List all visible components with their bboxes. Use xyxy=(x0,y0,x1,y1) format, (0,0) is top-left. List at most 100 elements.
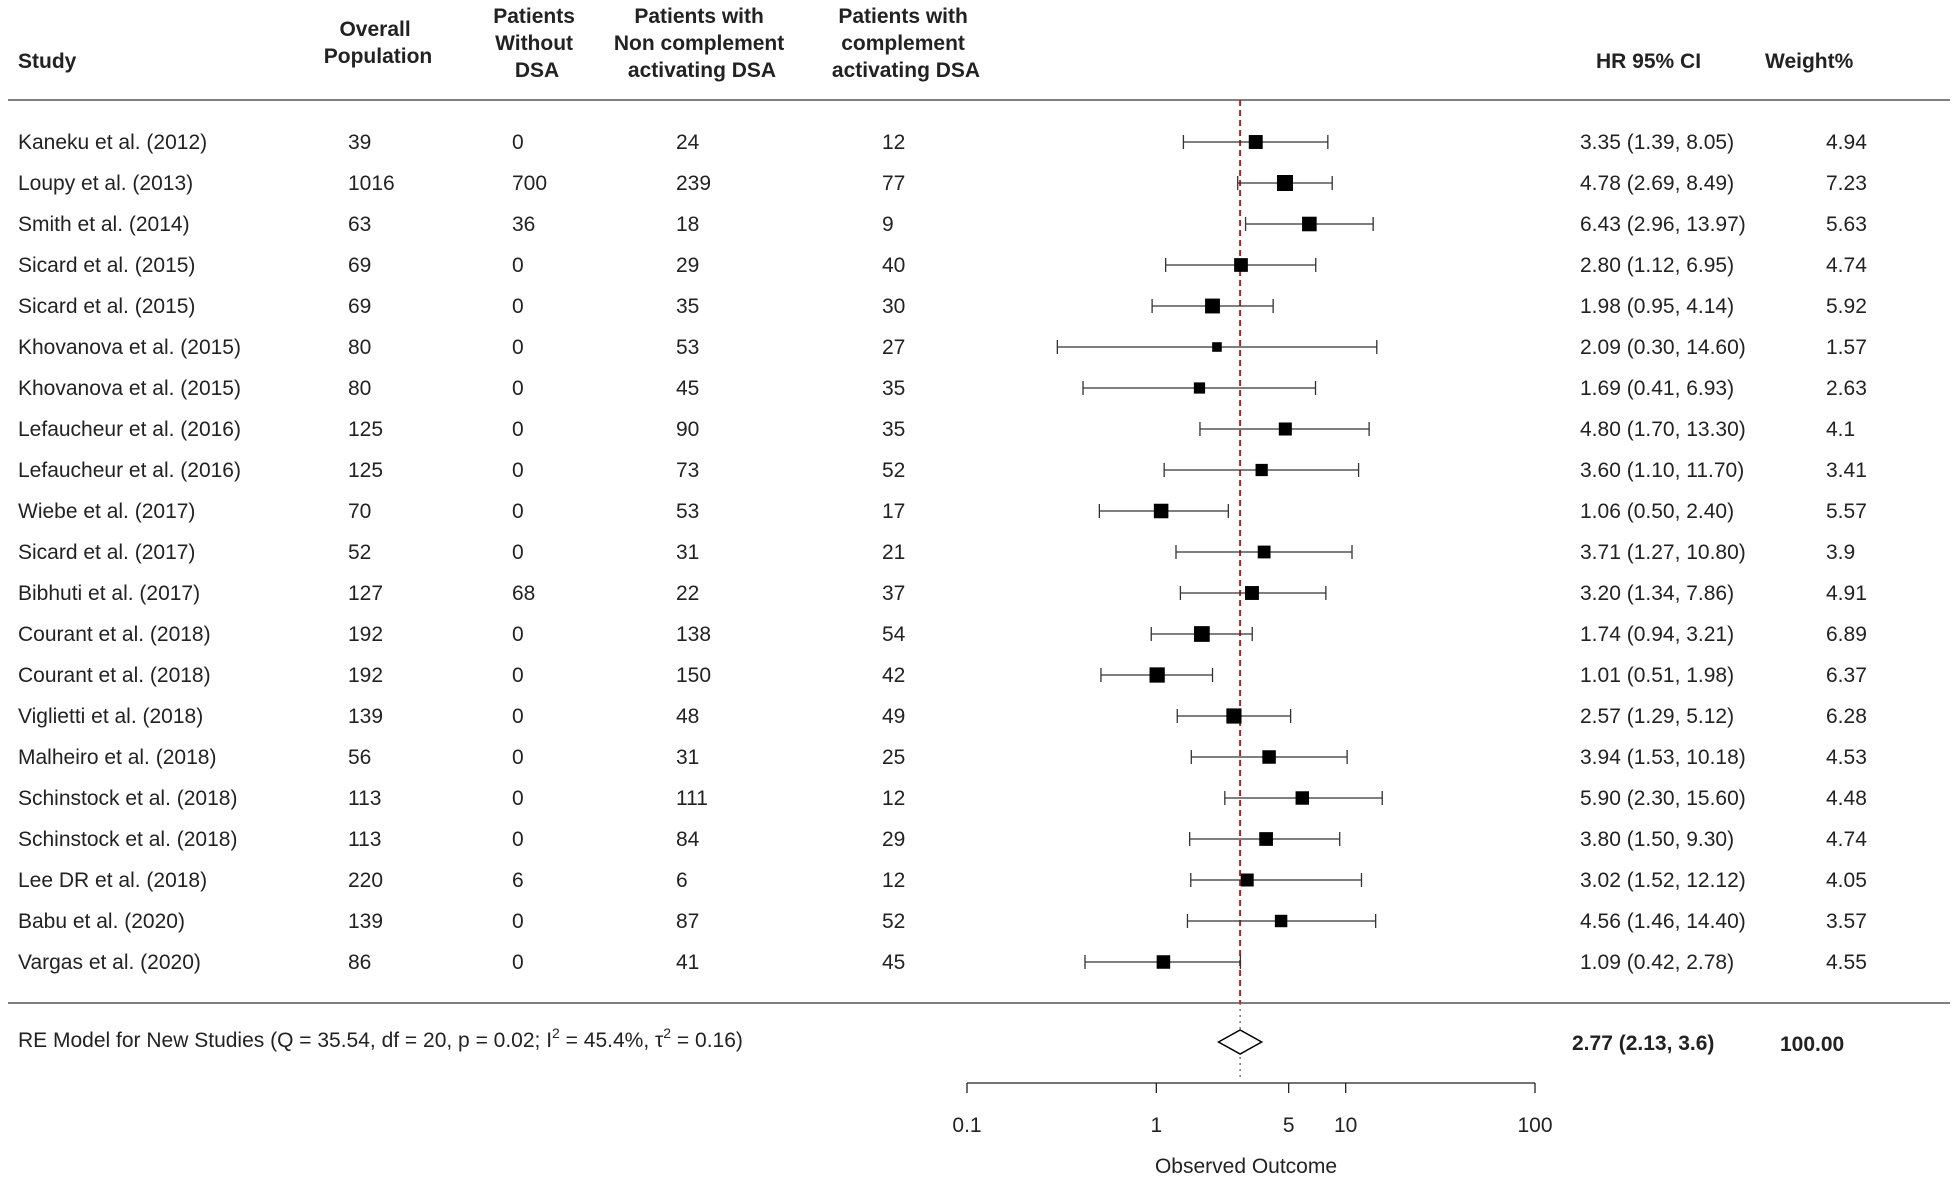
weight-cell: 3.9 xyxy=(1826,541,1855,564)
non-complement-dsa-cell: 41 xyxy=(676,951,699,974)
non-complement-dsa-cell: 73 xyxy=(676,459,699,482)
study-name: Loupy et al. (2013) xyxy=(18,172,193,195)
point-estimate xyxy=(1257,545,1271,559)
header-overall-line-1: Overall xyxy=(339,18,410,41)
table-row: Schinstock et al. (2018) 113 0 84 29 3.80 (1.… xyxy=(18,828,1867,851)
overall-population-cell: 39 xyxy=(348,131,371,154)
patients-without-dsa-cell: 700 xyxy=(512,172,547,195)
non-complement-dsa-cell: 90 xyxy=(676,418,699,441)
table-row: Lefaucheur et al. (2016) 125 0 73 52 3.60 (1.… xyxy=(18,459,1867,482)
table-row: Sicard et al. (2015) 69 0 29 40 2.80 (1.12, 6… xyxy=(18,254,1867,277)
x-axis-tick-label: 5 xyxy=(1283,1114,1295,1137)
x-axis-label: Observed Outcome xyxy=(1155,1155,1337,1178)
header-patients-without-dsa: Patients Without DSA xyxy=(493,5,581,82)
complement-dsa-cell: 25 xyxy=(882,746,905,769)
header-complement-dsa: Patients with complement activating DSA xyxy=(832,5,980,82)
overall-population-cell: 139 xyxy=(348,910,383,933)
point-estimate xyxy=(1149,667,1165,683)
weight-cell: 5.57 xyxy=(1826,500,1867,523)
table-row: Sicard et al. (2017) 52 0 31 21 3.71 (1.27, 1… xyxy=(18,541,1855,564)
study-name: Babu et al. (2020) xyxy=(18,910,185,933)
weight-cell: 4.05 xyxy=(1826,869,1867,892)
non-complement-dsa-cell: 150 xyxy=(676,664,711,687)
overall-population-cell: 70 xyxy=(348,500,371,523)
complement-dsa-cell: 37 xyxy=(882,582,905,605)
x-axis: Observed Outcome 0.1 1 5 10 100 xyxy=(952,1082,1553,1178)
header-comp-line-1: Patients with xyxy=(838,5,968,28)
header-overall-population: Overall Population xyxy=(324,18,433,68)
weight-cell: 1.57 xyxy=(1826,336,1867,359)
overall-population-cell: 86 xyxy=(348,951,371,974)
table-row: Courant et al. (2018) 192 0 138 54 1.74 (0.94… xyxy=(18,623,1867,646)
hr-ci-cell: 3.60 (1.10, 11.70) xyxy=(1580,459,1744,482)
table-row: Wiebe et al. (2017) 70 0 53 17 1.06 (0.50, 2.… xyxy=(18,500,1867,523)
non-complement-dsa-cell: 53 xyxy=(676,500,699,523)
overall-population-cell: 63 xyxy=(348,213,371,236)
overall-population-cell: 192 xyxy=(348,623,383,646)
overall-population-cell: 139 xyxy=(348,705,383,728)
point-estimate xyxy=(1153,503,1169,519)
x-axis-tick-label: 100 xyxy=(1517,1114,1552,1137)
point-estimate xyxy=(1274,914,1288,928)
patients-without-dsa-cell: 0 xyxy=(512,787,524,810)
weight-cell: 7.23 xyxy=(1826,172,1867,195)
complement-dsa-cell: 30 xyxy=(882,295,905,318)
patients-without-dsa-cell: 68 xyxy=(512,582,535,605)
non-complement-dsa-cell: 111 xyxy=(676,787,708,810)
overall-population-cell: 1016 xyxy=(348,172,395,195)
x-axis-tick-label: 0.1 xyxy=(952,1114,981,1137)
hr-ci-cell: 1.06 (0.50, 2.40) xyxy=(1580,500,1734,523)
table-row: Kaneku et al. (2012) 39 0 24 12 3.35 (1.39, 8… xyxy=(18,131,1867,154)
patients-without-dsa-cell: 0 xyxy=(512,336,524,359)
overall-population-cell: 127 xyxy=(348,582,383,605)
complement-dsa-cell: 21 xyxy=(882,541,905,564)
patients-without-dsa-cell: 0 xyxy=(512,951,524,974)
point-estimate xyxy=(1276,175,1293,191)
hr-ci-cell: 3.71 (1.27, 10.80) xyxy=(1580,541,1746,564)
point-estimate xyxy=(1295,791,1310,805)
overall-population-cell: 80 xyxy=(348,336,371,359)
table-row: Sicard et al. (2015) 69 0 35 30 1.98 (0.95, 4… xyxy=(18,295,1867,318)
study-name: Lee DR et al. (2018) xyxy=(18,869,207,892)
study-name: Lefaucheur et al. (2016) xyxy=(18,418,241,441)
complement-dsa-cell: 12 xyxy=(882,787,905,810)
overall-population-cell: 69 xyxy=(348,254,371,277)
point-estimate xyxy=(1212,342,1222,352)
non-complement-dsa-cell: 35 xyxy=(676,295,699,318)
header-noncomp-line-1: Patients with xyxy=(634,5,764,28)
hr-ci-cell: 2.80 (1.12, 6.95) xyxy=(1580,254,1734,277)
header-noncomp-line-2: Non complement xyxy=(614,32,784,55)
non-complement-dsa-cell: 6 xyxy=(676,869,688,892)
patients-without-dsa-cell: 0 xyxy=(512,131,524,154)
table-row: Khovanova et al. (2015) 80 0 53 27 2.09 (0.30… xyxy=(18,336,1867,359)
hr-ci-cell: 1.09 (0.42, 2.78) xyxy=(1580,951,1734,974)
weight-cell: 4.48 xyxy=(1826,787,1867,810)
point-estimate xyxy=(1278,422,1292,436)
hr-ci-cell: 3.94 (1.53, 10.18) xyxy=(1580,746,1746,769)
summary-tau-superscript: 2 xyxy=(663,1025,671,1041)
hr-ci-cell: 4.80 (1.70, 13.30) xyxy=(1580,418,1746,441)
point-estimate xyxy=(1245,586,1259,600)
table-row: Loupy et al. (2013) 1016 700 239 77 4.78 (2.6… xyxy=(18,172,1867,195)
point-estimate xyxy=(1156,955,1171,969)
study-rows: Kaneku et al. (2012) 39 0 24 12 3.35 (1.39, 8… xyxy=(18,131,1867,974)
hr-ci-cell: 3.02 (1.52, 12.12) xyxy=(1580,869,1746,892)
table-row: Vargas et al. (2020) 86 0 41 45 1.09 (0.42, 2… xyxy=(18,951,1867,974)
complement-dsa-cell: 52 xyxy=(882,910,905,933)
non-complement-dsa-cell: 18 xyxy=(676,213,699,236)
table-row: Smith et al. (2014) 63 36 18 9 6.43 (2.96, 13… xyxy=(18,213,1867,236)
complement-dsa-cell: 27 xyxy=(882,336,905,359)
complement-dsa-cell: 9 xyxy=(882,213,894,236)
non-complement-dsa-cell: 138 xyxy=(676,623,711,646)
overall-population-cell: 220 xyxy=(348,869,383,892)
complement-dsa-cell: 29 xyxy=(882,828,905,851)
overall-population-cell: 113 xyxy=(348,828,381,851)
weight-cell: 5.92 xyxy=(1826,295,1867,318)
hr-ci-cell: 3.80 (1.50, 9.30) xyxy=(1580,828,1734,851)
patients-without-dsa-cell: 0 xyxy=(512,295,524,318)
hr-ci-cell: 1.69 (0.41, 6.93) xyxy=(1580,377,1734,400)
table-row: Bibhuti et al. (2017) 127 68 22 37 3.20 (1.34… xyxy=(18,582,1867,605)
x-axis-tick-label: 10 xyxy=(1334,1114,1357,1137)
patients-without-dsa-cell: 0 xyxy=(512,418,524,441)
